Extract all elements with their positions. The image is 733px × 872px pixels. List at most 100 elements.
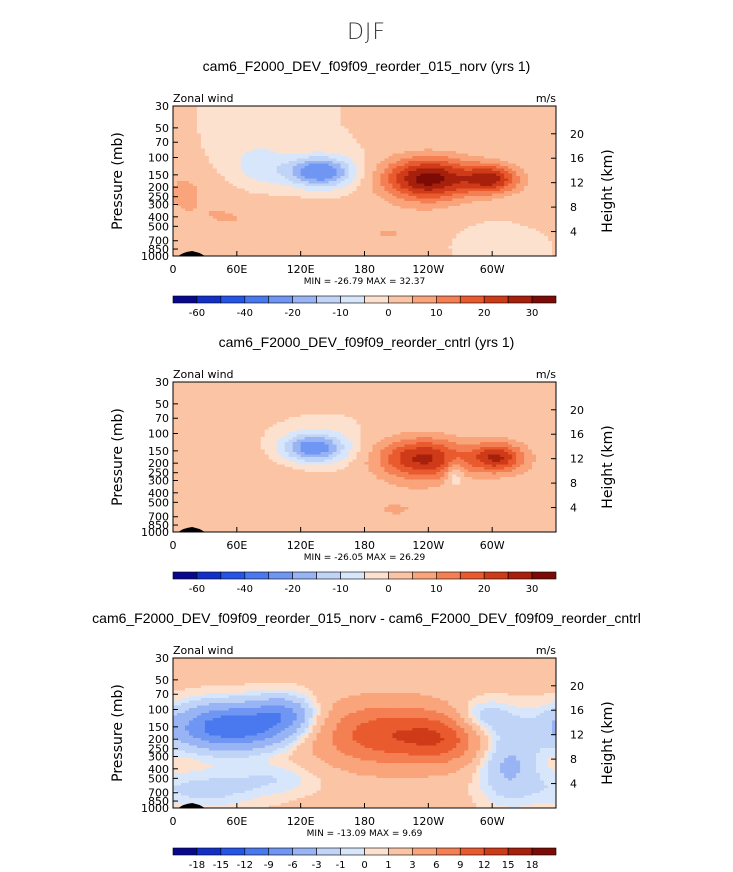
contour-cell [364, 136, 369, 139]
contour-cell [520, 193, 525, 197]
contour-cell [200, 146, 206, 149]
contour-cell [324, 106, 329, 109]
contour-cell [264, 143, 270, 147]
contour-cell [400, 221, 405, 224]
contour-cell [464, 211, 469, 214]
contour-cell [512, 146, 517, 149]
contour-cell [396, 216, 401, 219]
contour-cell [212, 108, 218, 112]
contour-cell [304, 231, 310, 234]
contour-cell [380, 176, 385, 179]
contour-cell [368, 138, 373, 142]
contour-cell [292, 196, 298, 199]
contour-cell [544, 233, 549, 237]
contour-cell [528, 221, 533, 224]
contour-cell [292, 211, 298, 214]
contour-cell [364, 183, 369, 187]
contour-cell [460, 208, 465, 212]
contour-cell [300, 218, 306, 222]
contour-cell [476, 143, 481, 147]
contour-cell [352, 186, 357, 189]
contour-cell [200, 166, 206, 169]
contour-cell [500, 186, 505, 189]
contour-cell [220, 221, 226, 224]
contour-cell [280, 133, 286, 137]
contour-cell [208, 233, 214, 237]
contour-cell [540, 208, 545, 212]
contour-cell [460, 176, 465, 179]
contour-cell [472, 161, 477, 164]
contour-cell [324, 131, 329, 134]
contour-cell [552, 198, 557, 202]
contour-cell [428, 213, 433, 217]
contour-cell [360, 233, 365, 237]
contour-cell [512, 181, 517, 184]
contour-cell [260, 193, 266, 197]
contour-cell [236, 153, 242, 157]
contour-cell [372, 146, 377, 149]
contour-cell [372, 228, 377, 232]
contour-cell [536, 148, 541, 152]
contour-cell [244, 136, 250, 139]
contour-cell [512, 218, 517, 222]
contour-cell [340, 216, 345, 219]
contour-cell [380, 126, 385, 129]
contour-cell [388, 198, 393, 202]
contour-cell [376, 171, 381, 174]
contour-cell [496, 141, 501, 144]
contour-cell [468, 113, 473, 117]
contour-cell [184, 131, 190, 134]
contour-cell [248, 226, 254, 229]
contour-cell [328, 118, 333, 122]
contour-cell [228, 148, 234, 152]
contour-cell [224, 143, 230, 147]
contour-cell [532, 176, 537, 179]
contour-cell [176, 191, 182, 194]
contour-cell [264, 183, 270, 187]
contour-cell [360, 218, 365, 222]
contour-cell [256, 181, 262, 184]
contour-cell [544, 206, 549, 209]
contour-cell [376, 166, 381, 169]
contour-cell [548, 171, 553, 174]
contour-cell [380, 123, 385, 127]
contour-cell [532, 178, 537, 182]
contour-cell [372, 153, 377, 157]
contour-cell [300, 111, 306, 114]
contour-cell [336, 131, 341, 134]
contour-cell [176, 136, 182, 139]
contour-cell [516, 178, 521, 182]
contour-cell [280, 228, 286, 232]
contour-cell [492, 136, 497, 139]
contour-cell [284, 216, 290, 219]
contour-cell [452, 146, 457, 149]
contour-cell [480, 143, 485, 147]
contour-cell [276, 158, 282, 162]
contour-cell [508, 148, 513, 152]
contour-cell [368, 206, 373, 209]
contour-cell [204, 193, 210, 197]
contour-cell [268, 143, 274, 147]
contour-cell [392, 183, 397, 187]
contour-cell [468, 123, 473, 127]
contour-cell [272, 186, 278, 189]
contour-cell [328, 136, 333, 139]
contour-cell [252, 146, 258, 149]
contour-cell [516, 198, 521, 202]
contour-cell [256, 198, 262, 202]
contour-cell [360, 186, 365, 189]
contour-cell [456, 206, 461, 209]
contour-cell [508, 208, 513, 212]
contour-cell [272, 141, 278, 144]
contour-cell [300, 136, 306, 139]
contour-cell [216, 213, 222, 217]
contour-cell [368, 168, 373, 172]
contour-cell [224, 226, 230, 229]
contour-cell [184, 153, 190, 157]
contour-cell [384, 183, 389, 187]
contour-cell [304, 228, 310, 232]
contour-cell [324, 201, 329, 204]
contour-cell [440, 186, 445, 189]
contour-cell [504, 106, 509, 109]
contour-cell [376, 123, 381, 127]
